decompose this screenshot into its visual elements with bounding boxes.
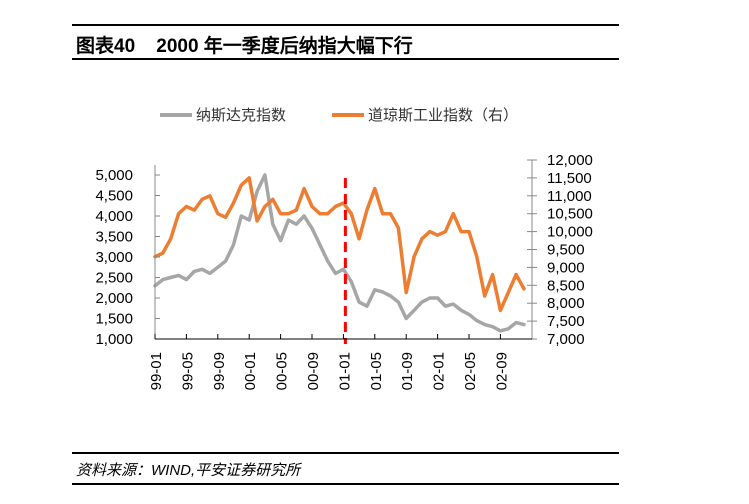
right-axis-tick-label: 8,500: [547, 277, 585, 294]
legend-label-nasdaq: 纳斯达克指数: [196, 107, 287, 124]
right-axis-tick-label: 11,000: [547, 188, 592, 205]
x-axis-tick-label: 99-09: [211, 352, 228, 390]
x-axis-tick-label: 01-01: [336, 352, 353, 390]
right-axis-tick-label: 12,000: [547, 152, 593, 169]
right-axis-tick-label: 9,000: [547, 259, 585, 276]
left-axis-tick-label: 2,500: [95, 270, 133, 287]
legend-item-nasdaq: 纳斯达克指数: [160, 104, 286, 125]
right-axis-tick-label: 10,500: [547, 206, 593, 223]
left-axis-tick-label: 3,000: [95, 249, 133, 266]
nasdaq-series-line: [153, 173, 526, 333]
chart-title: 图表40 2000 年一季度后纳指大幅下行: [76, 36, 413, 57]
left-axis-tick-label: 1,500: [95, 311, 133, 328]
left-axis-tick-label: 4,000: [95, 208, 133, 225]
x-axis-tick-label: 02-05: [462, 352, 479, 390]
left-axis-tick-label: 4,500: [95, 188, 133, 205]
x-axis-tick-label: 02-09: [493, 352, 510, 390]
right-axis-tick-label: 9,500: [547, 242, 585, 259]
left-axis-tick-label: 1,000: [95, 331, 133, 348]
x-axis-tick-label: 01-05: [368, 352, 385, 390]
left-axis-tick-label: 5,000: [95, 167, 133, 184]
dow-series-line: [153, 176, 526, 313]
right-axis-tick-label: 11,500: [547, 170, 592, 187]
x-axis-tick-label: 00-01: [242, 352, 259, 390]
source-bottom-rule: [72, 483, 619, 485]
source-top-rule: [72, 452, 619, 454]
source-note: 资料来源：WIND,平安证券研究所: [76, 462, 301, 479]
legend-label-dow: 道琼斯工业指数（右）: [368, 107, 519, 124]
right-axis-tick-label: 7,000: [547, 331, 585, 348]
legend-item-dow: 道琼斯工业指数（右）: [332, 104, 518, 125]
left-axis-tick-label: 3,500: [95, 229, 133, 246]
legend: 纳斯达克指数 道琼斯工业指数（右）: [0, 104, 749, 128]
x-axis-tick-label: 02-01: [431, 352, 448, 390]
title-bottom-rule: [72, 58, 619, 60]
title-top-rule: [72, 24, 619, 26]
plot-lines: [153, 173, 526, 344]
x-axis-tick-label: 99-05: [179, 352, 196, 390]
x-axis-tick-label: 99-01: [148, 352, 165, 390]
legend-swatch-dow: [332, 112, 364, 117]
x-axis-tick-label: 00-09: [305, 352, 322, 390]
x-axis-tick-label: 00-05: [274, 352, 291, 390]
axes: 1,000 1,500 2,000 2,500 3,000 3,500 4,000 4,500…: [95, 152, 592, 390]
right-axis-tick-label: 7,500: [547, 313, 585, 330]
right-axis-tick-label: 8,000: [547, 295, 585, 312]
left-axis-tick-label: 2,000: [95, 290, 133, 307]
right-axis-tick-label: 10,000: [547, 224, 593, 241]
x-axis-tick-label: 01-09: [399, 352, 416, 390]
legend-swatch-nasdaq: [160, 112, 192, 117]
